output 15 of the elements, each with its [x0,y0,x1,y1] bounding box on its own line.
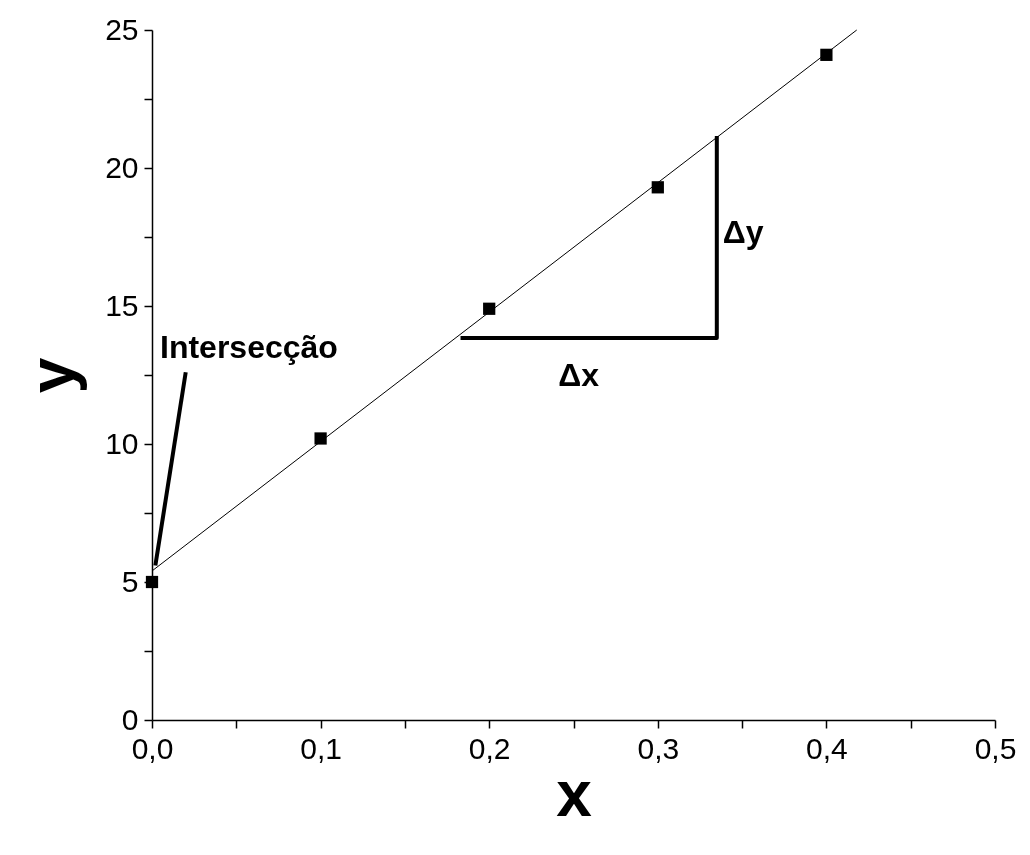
annotation: Δx [558,357,600,394]
x-tick-label: 0,2 [468,731,511,765]
y-tick-label: 10 [105,426,139,460]
y-tick-label: 25 [105,12,139,46]
y-tick-label: 20 [105,150,139,184]
y-tick-label: 5 [121,564,139,598]
annotation: Intersecção [160,329,338,365]
x-tick-label: 0,1 [300,731,342,765]
x-tick-label: 0,4 [806,731,848,765]
x-tick-label: 0,3 [637,731,680,765]
y-tick-label: 15 [105,288,139,322]
annotation: Δy [722,214,764,250]
y-axis-title: y [16,357,89,394]
x-axis-title: x [556,757,593,830]
x-tick-label: 0,5 [974,731,1017,765]
